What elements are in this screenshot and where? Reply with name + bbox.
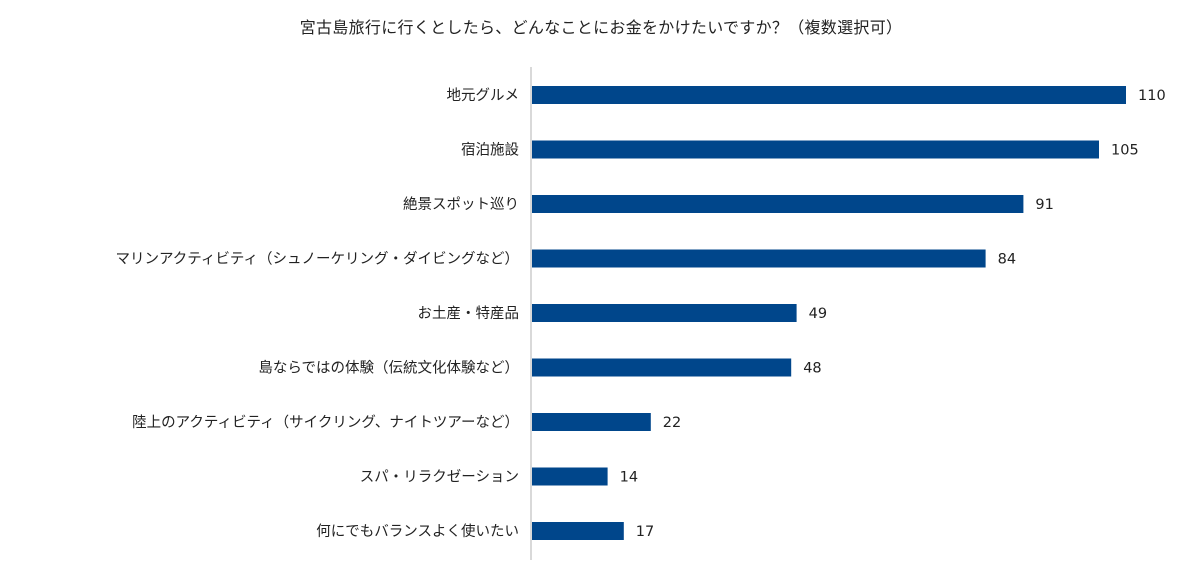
chart-title: 宮古島旅行に行くとしたら、どんなことにお金をかけたいですか？（複数選択可） [299, 18, 903, 37]
bar [532, 467, 608, 486]
data-label: 84 [998, 252, 1016, 268]
bar [532, 358, 792, 377]
bar [532, 195, 1024, 213]
data-label: 14 [620, 470, 638, 486]
data-label: 110 [1138, 88, 1166, 104]
bar [532, 140, 1099, 159]
category-label: 島ならではの体験（伝統文化体験など） [258, 360, 519, 377]
category-label: 陸上のアクティビティ（サイクリング、ナイトツアーなど） [132, 414, 519, 431]
category-label: 宿泊施設 [461, 142, 519, 159]
bar [532, 304, 797, 322]
category-label: 地元グルメ [447, 87, 520, 104]
category-label: スパ・リラクゼーション [360, 469, 519, 486]
bar [532, 413, 651, 431]
data-label: 105 [1111, 143, 1139, 159]
category-label: マリンアクティビティ（シュノーケリング・ダイビングなど） [115, 251, 519, 268]
data-label: 91 [1035, 197, 1053, 213]
category-label: 何にでもバランスよく使いたい [316, 523, 519, 540]
bar [532, 522, 624, 540]
data-label: 49 [809, 306, 827, 322]
bar [532, 249, 986, 268]
data-label: 22 [663, 415, 681, 431]
category-label: お土産・特産品 [418, 305, 520, 322]
bar [532, 86, 1126, 104]
data-label: 48 [803, 361, 821, 377]
data-label: 17 [636, 524, 654, 540]
category-label: 絶景スポット巡り [403, 196, 519, 213]
